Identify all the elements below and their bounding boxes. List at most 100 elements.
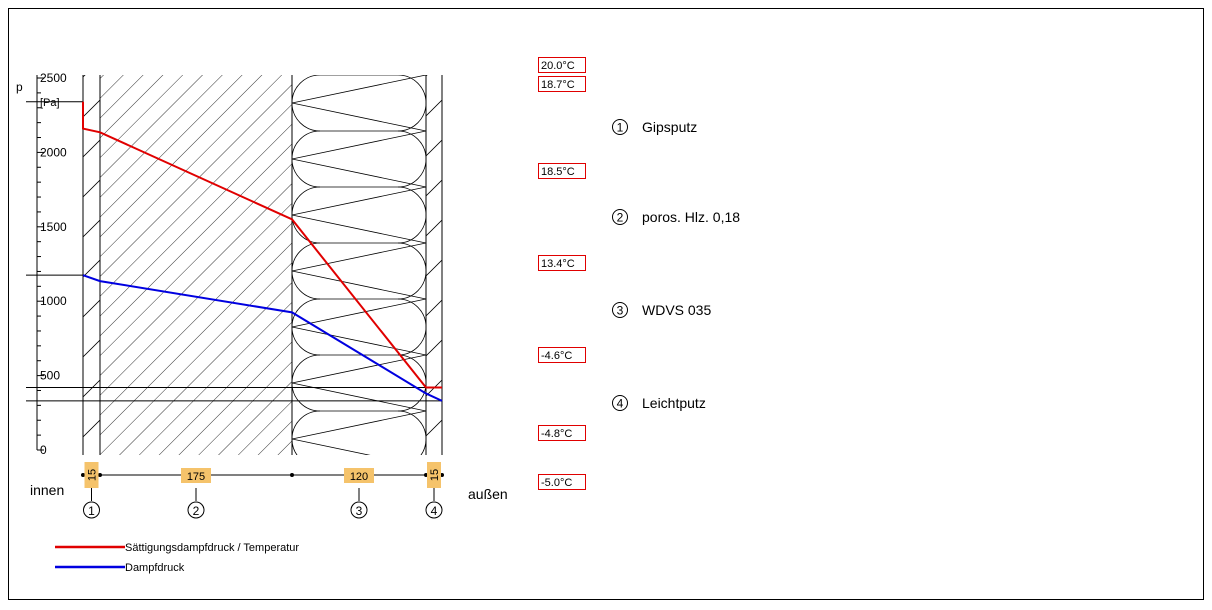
insulation-arc-right	[397, 75, 426, 132]
temperature-label: -4.8°C	[538, 425, 586, 441]
insulation-arc-right	[397, 354, 426, 412]
y-tick-label: 1000	[40, 294, 67, 308]
insulation-arc-left	[292, 410, 321, 455]
thickness-box	[344, 468, 374, 483]
layer-number: 1	[617, 121, 624, 135]
y-axis-unit: [Pa]	[40, 97, 60, 109]
layer-number: 1	[88, 504, 95, 518]
hatch-stroke	[83, 259, 100, 278]
y-tick-label: 2000	[40, 145, 67, 159]
y-tick-label: 500	[40, 369, 60, 383]
insulation-arc-left	[292, 242, 321, 300]
temperature-box	[538, 57, 586, 73]
wall-layers	[82, 75, 443, 455]
vapor-pressure-line	[82, 274, 443, 402]
temperature-box	[538, 347, 586, 363]
hatch-stroke	[83, 139, 100, 158]
hatch-stroke	[83, 379, 100, 398]
temperature-labels: 20.0°C 18.7°C 18.5°C 13.4°C -4.6°C -4.8°C -5.0…	[538, 57, 586, 490]
thickness-box	[181, 468, 211, 483]
layer-2-hatch	[100, 75, 292, 455]
hatch-stroke	[426, 99, 442, 117]
temperature-value: -5.0°C	[541, 477, 572, 489]
hatch-stroke	[83, 419, 100, 438]
hatch-stroke	[83, 75, 86, 78]
legend-label: Dampfdruck	[125, 562, 185, 574]
hatch-stroke	[426, 259, 442, 277]
y-axis: p [Pa] 0 500 1000 1500 2000 2500	[16, 71, 67, 457]
temperature-label: 13.4°C	[538, 255, 586, 271]
y-axis-label: p	[16, 80, 23, 94]
hatch-stroke	[83, 179, 100, 198]
layer-thickness: 120 3	[344, 468, 374, 519]
temperature-label: -5.0°C	[538, 474, 586, 490]
layer-4-hatch	[426, 75, 442, 437]
layer-legend-item: 4 Leichtputz	[612, 395, 706, 411]
insulation-zigzag	[292, 75, 426, 455]
layer-number-circle	[425, 501, 443, 519]
insulation-arc-right	[397, 130, 426, 188]
hatch-stroke	[426, 419, 442, 437]
insulation-arc-right	[397, 410, 426, 455]
temperature-value: 20.0°C	[541, 60, 575, 72]
layer-number-circle	[612, 119, 628, 135]
layer-name: Leichtputz	[642, 395, 706, 411]
temperature-box	[538, 76, 586, 92]
layer-number: 3	[617, 304, 624, 318]
temperature-box	[538, 425, 586, 441]
temperature-value: -4.6°C	[541, 350, 572, 362]
reference-lines	[26, 101, 442, 402]
temperature-label: -4.6°C	[538, 347, 586, 363]
layer-number-circle	[612, 302, 628, 318]
y-tick-label: 1500	[40, 220, 67, 234]
layer-number: 2	[193, 504, 200, 518]
temperature-label: 20.0°C	[538, 57, 586, 73]
hatch-stroke	[426, 299, 442, 317]
insulation-arc-left	[292, 354, 321, 412]
temperature-value: 13.4°C	[541, 258, 575, 270]
legend-item: Dampfdruck	[55, 562, 185, 574]
data-series	[82, 101, 443, 402]
hatch-stroke	[426, 139, 442, 157]
layer-number: 4	[431, 504, 438, 518]
outer-frame	[8, 8, 1204, 600]
layer-number-circle	[187, 501, 205, 519]
layer-number-circle	[612, 209, 628, 225]
hatch-stroke	[83, 339, 100, 358]
temperature-box	[538, 255, 586, 271]
layer-3-insulation-hatch	[292, 75, 426, 455]
insulation-arc-left	[292, 75, 321, 132]
layer-number-circle	[612, 395, 628, 411]
temperature-value: -4.8°C	[541, 428, 572, 440]
insulation-arc-left	[292, 186, 321, 244]
temperature-value: 18.7°C	[541, 79, 575, 91]
insulation-arc-right	[397, 186, 426, 244]
layer-number-circle	[83, 501, 100, 519]
insulation-arc-left	[292, 130, 321, 188]
layer-thickness: 15 4	[425, 462, 443, 519]
insulation-arc-right	[397, 298, 426, 356]
thickness-box	[84, 462, 99, 488]
thickness-value: 15	[87, 469, 99, 481]
hatch-stroke	[83, 219, 100, 238]
inside-label: innen	[30, 482, 64, 498]
insulation-arc-right	[397, 242, 426, 300]
temperature-value: 18.5°C	[541, 166, 575, 178]
thickness-value: 15	[429, 469, 441, 481]
temperature-label: 18.7°C	[538, 76, 586, 92]
y-tick-label: 0	[40, 443, 47, 457]
layer-1-hatch	[83, 75, 100, 438]
temperature-box	[538, 163, 586, 179]
layer-name: poros. Hlz. 0,18	[642, 209, 740, 225]
layer-name: WDVS 035	[642, 302, 711, 318]
temperature-label: 18.5°C	[538, 163, 586, 179]
thickness-value: 175	[187, 471, 205, 483]
hatch-stroke	[83, 99, 100, 118]
hatch-stroke	[426, 219, 442, 237]
y-tick-label: 2500	[40, 71, 67, 85]
layer-legend-item: 2 poros. Hlz. 0,18	[612, 209, 740, 225]
